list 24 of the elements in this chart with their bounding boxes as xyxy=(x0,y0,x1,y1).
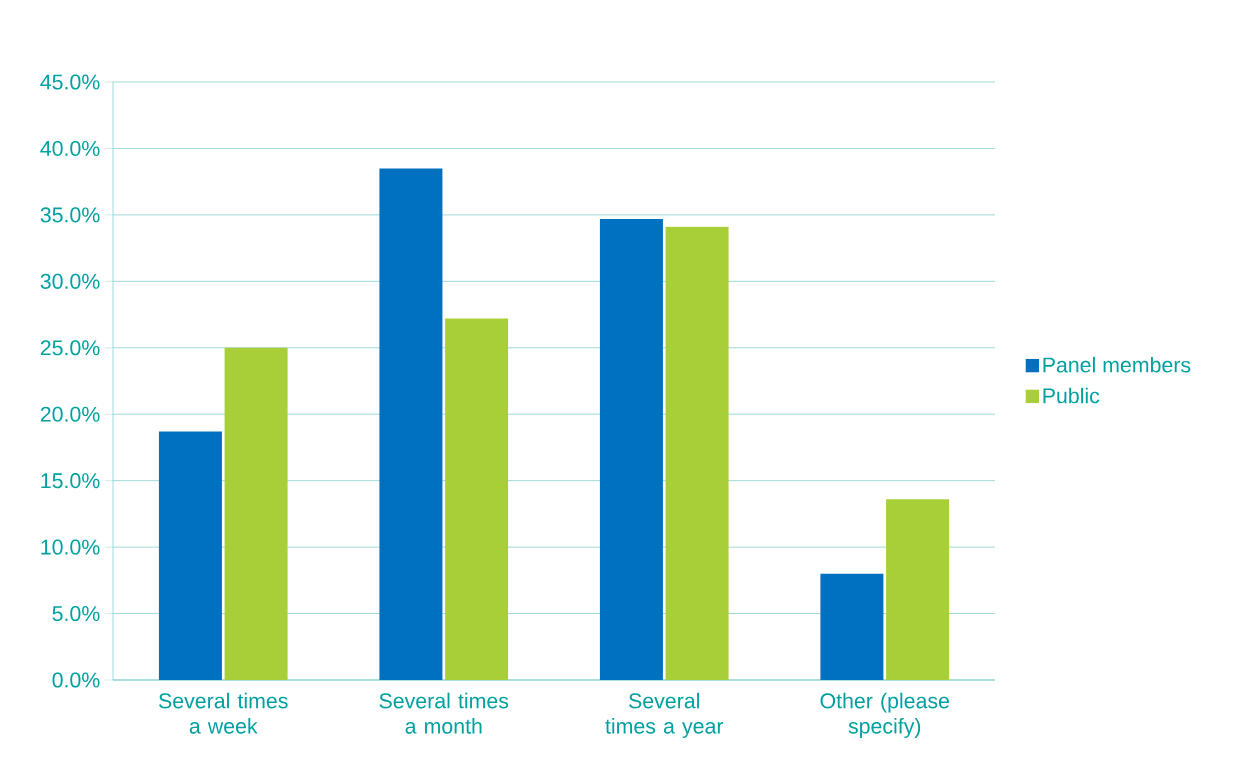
y-tick-label: 40.0% xyxy=(40,140,100,156)
y-tick-label: 0.0% xyxy=(52,672,100,688)
legend-label: Public xyxy=(1043,387,1100,404)
x-tick-label: Several times a month xyxy=(379,692,509,734)
x-tick-label: Several times a week xyxy=(159,692,288,734)
bar xyxy=(445,318,509,680)
bar xyxy=(665,226,729,680)
y-tick-label: 35.0% xyxy=(40,207,100,223)
y-tick-label: 15.0% xyxy=(41,473,100,489)
bar xyxy=(224,347,288,680)
y-tick-label: 30.0% xyxy=(40,273,100,289)
bar xyxy=(158,431,222,680)
bar xyxy=(379,168,443,680)
y-tick-label: 5.0% xyxy=(52,606,100,622)
x-tick-label: Other (please specify) xyxy=(820,692,949,738)
x-tick-label: Several times a year xyxy=(605,692,724,738)
bar xyxy=(599,218,663,680)
bar xyxy=(820,573,884,680)
legend-label: Panel members xyxy=(1043,356,1191,373)
y-tick-label: 20.0% xyxy=(40,406,100,422)
bar xyxy=(886,499,950,680)
y-tick-label: 25.0% xyxy=(40,340,100,356)
y-tick-label: 45.0% xyxy=(40,74,100,90)
y-tick-label: 10.0% xyxy=(41,539,100,555)
